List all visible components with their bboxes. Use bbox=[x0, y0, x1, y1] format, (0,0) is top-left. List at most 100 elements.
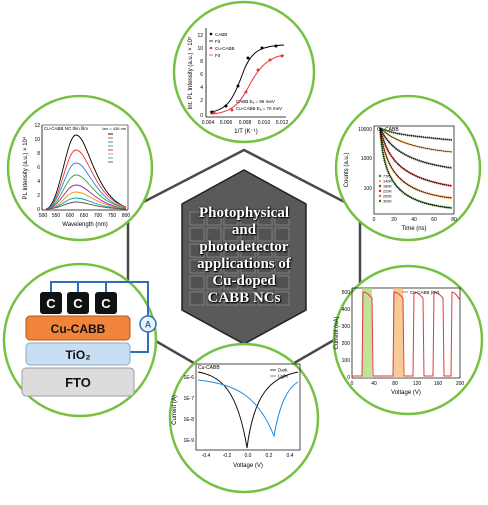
panel-iv-curve: Cu-CABB Dark Light Current (A) 1E-6 1E-7… bbox=[168, 342, 320, 494]
top-points-cucabb bbox=[212, 54, 284, 115]
iv-ytick: 1E-8 bbox=[183, 417, 194, 423]
right-xtick: 80 bbox=[451, 217, 457, 223]
iv-ytick: 1E-6 bbox=[183, 375, 194, 381]
top-fit-cabb bbox=[209, 44, 285, 113]
top-ytick: 10 bbox=[197, 46, 203, 52]
carbon-contact bbox=[95, 292, 117, 314]
br-ytick: 200 bbox=[342, 341, 351, 347]
right-legend-item: 220K bbox=[383, 190, 392, 194]
iv-light-curve bbox=[197, 379, 299, 438]
br-ytick: 100 bbox=[342, 358, 351, 364]
panel-decay: Cu-CABB Counts (a.u.) 10000 1000 100 0 2… bbox=[334, 94, 482, 242]
left-ytick: 8 bbox=[37, 151, 40, 157]
device-wire bbox=[50, 281, 149, 316]
top-annotation: CABB Eₐ = 96 meV bbox=[236, 99, 275, 104]
panel-current-voltage-switching: Cu-CABB (0V) Current (nA) 0 100 200 300 … bbox=[332, 264, 484, 416]
carbon-contact-label: C bbox=[46, 296, 56, 311]
left-excitation: λex = 436 nm bbox=[102, 126, 127, 131]
bottom-right-xlabel: Voltage (V) bbox=[391, 390, 421, 396]
top-legend-item: Fit bbox=[215, 53, 221, 58]
top-xlabel: 1/T (K⁻¹) bbox=[234, 129, 257, 135]
top-ytick: 12 bbox=[197, 33, 203, 39]
bottom-right-legend: Cu-CABB (0V) bbox=[410, 290, 440, 295]
highlight-orange bbox=[393, 288, 403, 378]
top-ylabel: Int. PL Intensity (a.u.) × 10⁵ bbox=[187, 36, 194, 109]
br-xtick: 160 bbox=[434, 381, 443, 387]
layer-fto-label: FTO bbox=[65, 375, 91, 390]
right-xtick: 0 bbox=[373, 217, 376, 223]
right-legend-item: 77K bbox=[383, 175, 390, 179]
br-ytick: 400 bbox=[342, 307, 351, 313]
layer-tio2 bbox=[25, 342, 131, 366]
iv-xtick: 0.2 bbox=[266, 453, 273, 459]
right-ytick: 1000 bbox=[361, 156, 372, 162]
br-ytick: 500 bbox=[342, 290, 351, 296]
center-hexagon bbox=[181, 169, 307, 345]
top-legend-item: Fit bbox=[215, 39, 221, 44]
iv-legend-item: Light bbox=[278, 374, 289, 379]
left-ylabel: PL Intensity (a.u.) × 10⁴ bbox=[22, 136, 29, 199]
top-xtick: 0.004 bbox=[202, 120, 215, 126]
right-legend-item: 140K bbox=[383, 180, 392, 184]
panel-device-schematic: A C C C Cu-CABB TiO₂ FTO bbox=[2, 262, 158, 418]
br-ytick: 0 bbox=[347, 375, 350, 381]
left-legend-swatches bbox=[108, 133, 113, 163]
left-xlabel: Wavelength (nm) bbox=[62, 222, 107, 228]
right-ytick: 10000 bbox=[358, 127, 372, 133]
br-xtick: 120 bbox=[413, 381, 422, 387]
top-xtick: 0.006 bbox=[220, 120, 233, 126]
right-ylabel: Counts (a.u.) bbox=[344, 153, 350, 188]
iv-legend-item: Dark bbox=[278, 368, 288, 373]
iv-xtick: -0.2 bbox=[223, 453, 232, 459]
left-ytick: 10 bbox=[34, 137, 40, 143]
top-ytick: 0 bbox=[200, 113, 203, 119]
right-legend: 77K 140K 180K 220K 260K 300K bbox=[378, 175, 392, 204]
left-xtick: 800 bbox=[122, 213, 131, 219]
top-legend-item: Cu-CABB bbox=[215, 46, 235, 51]
top-legend-item: CABB bbox=[215, 32, 227, 37]
left-xtick: 700 bbox=[94, 213, 103, 219]
br-xtick: 0 bbox=[351, 381, 354, 387]
switching-curve bbox=[352, 291, 461, 377]
carbon-contact bbox=[40, 292, 62, 314]
left-xtick: 500 bbox=[39, 213, 48, 219]
panel-pl-vs-temperature: Int. PL Intensity (a.u.) × 10⁵ 12 10 8 6… bbox=[172, 0, 316, 144]
right-legend-item: 180K bbox=[383, 185, 392, 189]
iv-xlabel: Voltage (V) bbox=[233, 463, 263, 469]
right-title: Cu-CABB bbox=[377, 127, 399, 133]
top-ytick: 8 bbox=[200, 59, 203, 65]
iv-title: Cu-CABB bbox=[198, 365, 220, 371]
layer-tio2-label: TiO₂ bbox=[65, 348, 90, 362]
top-annotation: Cu-CABB Eₐ = 70 meV bbox=[236, 106, 282, 111]
top-ytick: 6 bbox=[200, 72, 203, 78]
carbon-contact-label: C bbox=[73, 296, 83, 311]
right-xtick: 60 bbox=[431, 217, 437, 223]
iv-ytick: 1E-7 bbox=[183, 396, 194, 402]
left-spectra-curves bbox=[45, 134, 127, 210]
top-xtick: 0.008 bbox=[239, 120, 252, 126]
right-xtick: 40 bbox=[411, 217, 417, 223]
iv-xtick: 0.0 bbox=[245, 453, 252, 459]
left-ytick: 0 bbox=[37, 207, 40, 213]
ammeter-label: A bbox=[145, 320, 152, 330]
iv-xtick: 0.4 bbox=[287, 453, 294, 459]
iv-xtick: -0.4 bbox=[202, 453, 211, 459]
left-ytick: 6 bbox=[37, 165, 40, 171]
carbon-contact-label: C bbox=[101, 296, 111, 311]
carbon-contact bbox=[67, 292, 89, 314]
top-xtick: 0.012 bbox=[276, 120, 289, 126]
layer-cu-cabb-label: Cu-CABB bbox=[51, 322, 106, 336]
right-legend-item: 260K bbox=[383, 195, 392, 199]
left-ytick: 12 bbox=[34, 123, 40, 129]
top-ytick: 4 bbox=[200, 85, 203, 91]
highlight-green bbox=[362, 288, 372, 378]
top-ytick: 2 bbox=[200, 98, 203, 104]
right-xtick: 20 bbox=[391, 217, 397, 223]
left-xtick: 600 bbox=[66, 213, 75, 219]
nanocrystal-texture bbox=[189, 211, 290, 306]
top-xtick: 0.010 bbox=[258, 120, 271, 126]
layer-fto bbox=[21, 367, 135, 397]
iv-dark-curve bbox=[197, 371, 299, 449]
iv-ytick: 1E-9 bbox=[183, 438, 194, 444]
right-legend-item: 300K bbox=[383, 200, 392, 204]
